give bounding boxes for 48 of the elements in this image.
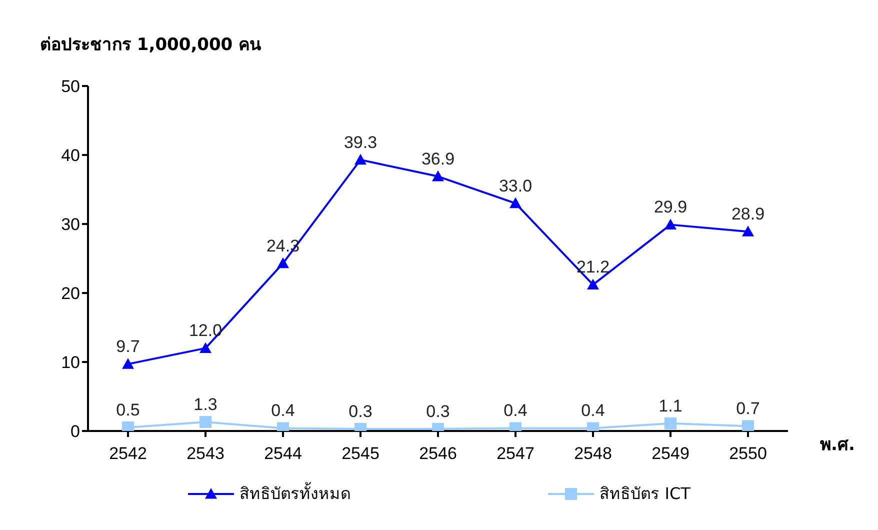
y-tick-label: 20: [61, 284, 80, 304]
legend-label: สิทธิบัตรทั้งหมด: [240, 481, 351, 505]
data-label: 0.4: [271, 401, 295, 420]
x-tick-label: 2550: [729, 444, 767, 464]
point: [510, 197, 522, 208]
data-label: 33.0: [498, 176, 532, 196]
x-axis-title: พ.ศ.: [820, 434, 855, 457]
data-label: 0.3: [348, 402, 372, 421]
data-label: 28.9: [731, 204, 765, 224]
y-tick-label: 40: [61, 146, 80, 166]
point: [122, 358, 134, 369]
data-label: 36.9: [421, 149, 455, 168]
data-label: 12.0: [188, 321, 222, 340]
x-tick-label: 2545: [342, 444, 380, 464]
point: [277, 257, 289, 268]
y-tick-label: 50: [61, 77, 80, 96]
x-tick-label: 2542: [109, 444, 147, 464]
x-tick-label: 2546: [419, 444, 457, 464]
y-tick-label: 10: [61, 353, 80, 372]
data-label: 9.7: [116, 337, 140, 356]
x-tick-label: 2547: [496, 444, 534, 464]
data-label: 39.3: [344, 132, 378, 152]
data-label: 1.3: [194, 395, 218, 414]
x-tick-label: 2549: [652, 444, 690, 464]
point: [200, 342, 212, 353]
y-axis-title: ต่อประชากร 1,000,000 คน: [40, 34, 262, 57]
data-label: 1.1: [658, 396, 682, 416]
data-label: 0.4: [581, 401, 605, 420]
legend-label: สิทธิบัตร ICT: [600, 483, 690, 505]
point: [742, 420, 754, 431]
x-tick-label: 2543: [186, 444, 224, 464]
point: [664, 218, 676, 230]
y-tick-label: 30: [61, 215, 80, 234]
point: [664, 417, 676, 430]
point: [354, 154, 366, 165]
data-label: 0.4: [504, 401, 528, 420]
data-label: 29.9: [654, 198, 688, 217]
data-label: 0.3: [426, 402, 450, 421]
x-tick-label: 2544: [264, 444, 302, 464]
point: [742, 226, 754, 236]
x-tick-label: 2548: [574, 444, 612, 464]
point: [587, 278, 599, 290]
data-label: 0.7: [736, 399, 760, 418]
y-tick-label: 0: [70, 422, 80, 442]
point: [200, 416, 212, 428]
data-label: 21.2: [576, 258, 610, 277]
point: [432, 170, 444, 182]
data-label: 0.5: [116, 400, 140, 420]
